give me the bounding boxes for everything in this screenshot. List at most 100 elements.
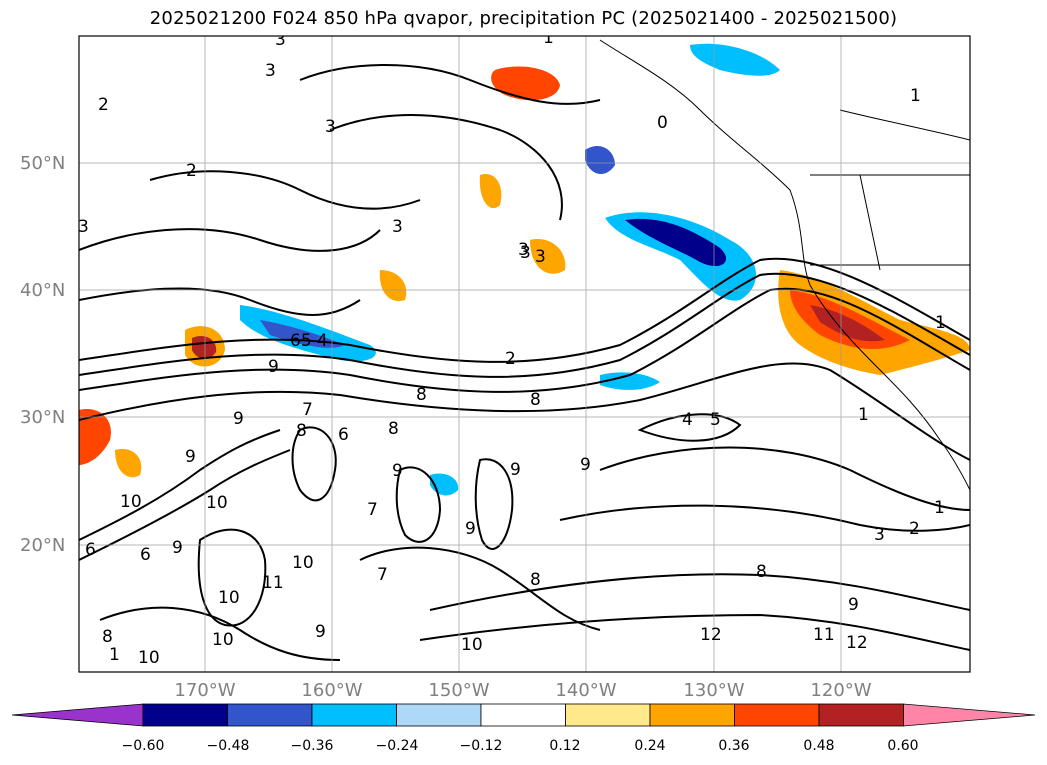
y-tick-label-30n: 30°N [20, 407, 66, 428]
y-tick-label-50n: 50°N [20, 153, 66, 174]
colorbar-tick-label: 0.60 [887, 738, 919, 754]
contour-label: 3 [874, 525, 885, 545]
contour-label: 7 [367, 500, 378, 520]
contour-label: 4 [682, 410, 693, 430]
colorbar-bin [227, 703, 313, 727]
contour-label: 10 [292, 553, 314, 573]
colorbar-tick-label: 0.24 [634, 738, 666, 754]
shade-orange-a [479, 174, 502, 209]
contour-label: 3 [392, 217, 403, 237]
contour-label: 8 [102, 627, 113, 647]
y-tick-label-20n: 20°N [20, 535, 66, 556]
contour-label: 11 [813, 625, 835, 645]
x-tick-label-130w: 130°W [683, 680, 745, 701]
contour-label: 3 [535, 247, 546, 267]
contour-label: 3 [78, 217, 89, 237]
colorbar-bin [649, 703, 735, 727]
contour-label: 8 [530, 570, 541, 590]
contour-label: 10 [138, 648, 160, 668]
contour-label: 9 [465, 519, 476, 539]
shade-leftedge-red [79, 409, 111, 465]
colorbar-bin [396, 703, 482, 727]
contour-label: 9 [185, 447, 196, 467]
shade-orange-b [530, 239, 566, 274]
contour-label: 9 [233, 409, 244, 429]
contour-label: 10 [461, 635, 483, 655]
contour-label: 3 [518, 240, 529, 260]
contour-label: 8 [530, 390, 541, 410]
colorbar-bin [142, 703, 228, 727]
colorbar-bin [818, 703, 904, 727]
contour-label: 1 [910, 86, 921, 106]
colorbar-bin [734, 703, 820, 727]
contour-label: 2 [505, 349, 516, 369]
contour-label: 3 [265, 61, 276, 81]
map-frame [78, 35, 971, 673]
contour-label: 10 [206, 493, 228, 513]
colorbar-tick-label: −0.24 [375, 738, 419, 754]
contour-label: 0 [657, 113, 668, 133]
colorbar-tick-label: 0.36 [718, 738, 750, 754]
x-tick-label-170w: 170°W [174, 680, 236, 701]
contour-label: 12 [700, 625, 722, 645]
contour-label: 6 [85, 540, 96, 560]
contour-label: 2 [186, 161, 197, 181]
contour-label: 9 [510, 460, 521, 480]
coastline [599, 39, 970, 491]
contour-label: 12 [846, 633, 868, 653]
colorbar-bin [480, 703, 566, 727]
x-tick-label-140w: 140°W [555, 680, 617, 701]
contour-label: 8 [756, 562, 767, 582]
colorbar-extend-low [11, 703, 144, 727]
colorbar-extend-high [903, 703, 1036, 727]
contour-label: 9 [848, 595, 859, 615]
colorbar-tick-label: −0.60 [121, 738, 165, 754]
shade-darkred-ca [810, 305, 885, 342]
contour-label: 1 [109, 645, 120, 665]
contour-label: 7 [377, 565, 388, 585]
contour-label: 3 [275, 30, 286, 50]
contour-label: 9 [392, 461, 403, 481]
contour-label: 1 [935, 313, 946, 333]
contour-label: 1 [543, 28, 554, 48]
shade-north-blue1 [690, 43, 780, 76]
graticule [79, 36, 970, 672]
contour-label: 1 [934, 498, 945, 518]
shaded-field [79, 43, 970, 496]
y-tick-label-40n: 40°N [20, 280, 66, 301]
colorbar-bin [565, 703, 651, 727]
colorbar-bin [311, 703, 397, 727]
contour-label: 8 [416, 385, 427, 405]
colorbar-tick-label: 0.12 [549, 738, 581, 754]
contour-label: 2 [909, 519, 920, 539]
shade-north-blue2 [585, 145, 615, 175]
contour-label: 65 4 [290, 331, 328, 351]
x-tick-label-150w: 150°W [428, 680, 490, 701]
contour-label: 9 [580, 455, 591, 475]
x-tick-label-120w: 120°W [810, 680, 872, 701]
colorbar-tick-label: 0.48 [803, 738, 835, 754]
shade-orange-c [379, 270, 407, 302]
contour-label: 9 [172, 538, 183, 558]
contour-label: 3 [520, 243, 531, 263]
colorbar-tick-label: −0.48 [206, 738, 250, 754]
shade-orange-d [115, 449, 142, 478]
contour-label: 8 [296, 421, 307, 441]
colorbar-tick-label: −0.36 [290, 738, 334, 754]
contour-label: 11 [262, 573, 284, 593]
contour-label: 7 [302, 400, 313, 420]
contour-label: 8 [388, 419, 399, 439]
contour-label: 9 [268, 357, 279, 377]
shade-blue-35n [600, 372, 660, 390]
shade-navy-core [625, 218, 727, 267]
contour-label: 10 [212, 630, 234, 650]
chart-title: 2025021200 F024 850 hPa qvapor, precipit… [149, 8, 898, 29]
colorbar [11, 703, 1036, 727]
x-tick-label-160w: 160°W [301, 680, 363, 701]
contour-label: 5 [710, 410, 721, 430]
contour-lines [79, 64, 970, 661]
shade-blue-band [605, 212, 757, 301]
shade-north-orange [491, 66, 560, 101]
